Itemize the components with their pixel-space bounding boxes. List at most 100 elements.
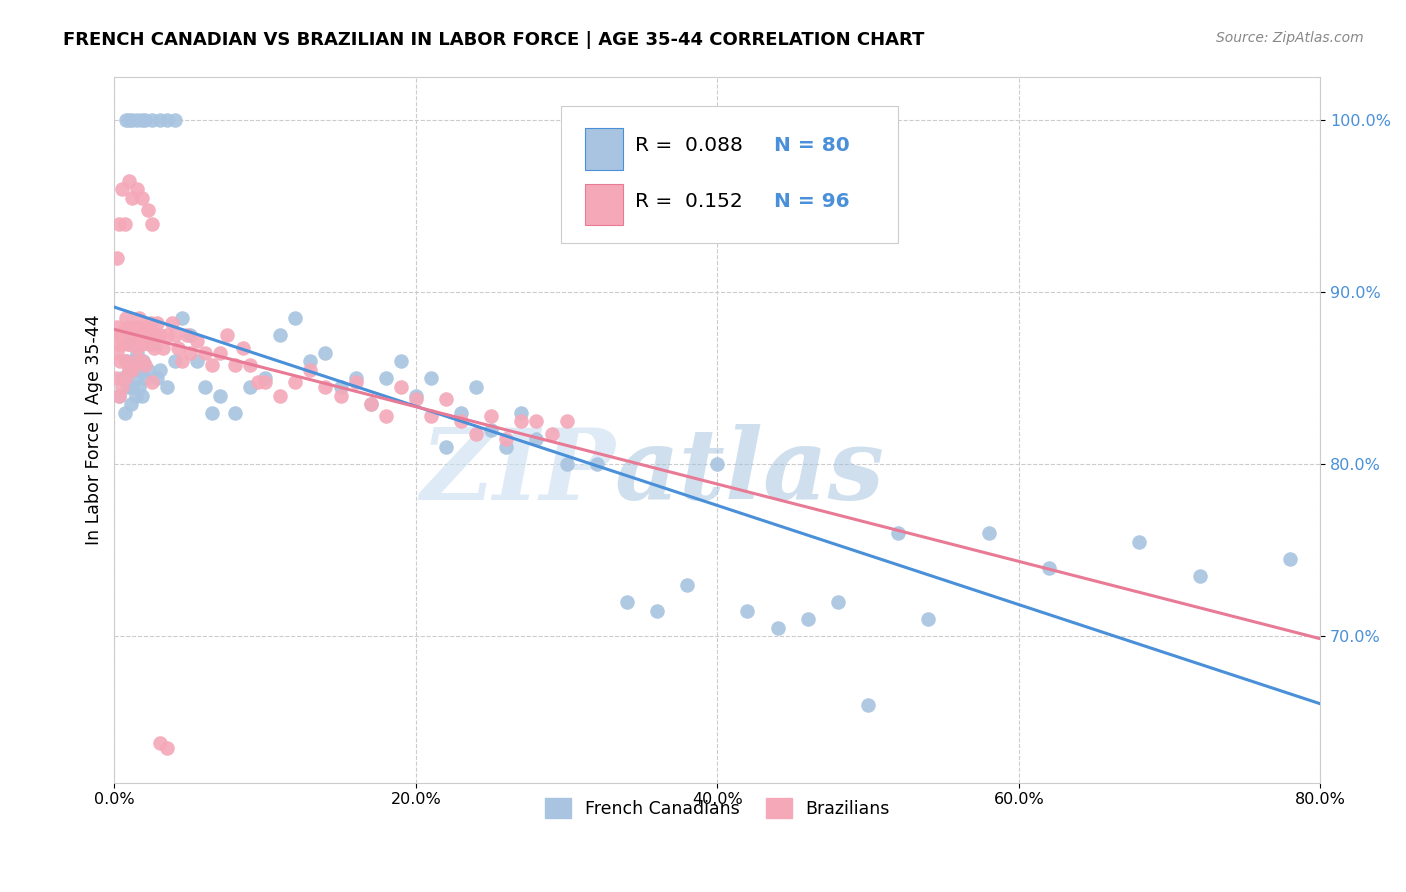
Text: atlas: atlas [614, 424, 884, 521]
Point [111, 182, 134, 196]
Point [111, 328, 134, 343]
Point [118, 174, 141, 188]
Point [115, 354, 138, 368]
Point [149, 328, 172, 343]
FancyBboxPatch shape [561, 105, 898, 244]
Point [131, 113, 153, 128]
Point [555, 415, 578, 429]
Point [389, 380, 412, 394]
Point [149, 363, 172, 377]
Point [329, 380, 352, 394]
Point [585, 458, 607, 472]
Point [152, 341, 174, 355]
Point [450, 415, 472, 429]
Text: R =  0.088: R = 0.088 [636, 136, 744, 155]
Point [479, 423, 502, 437]
Point [434, 392, 457, 406]
Point [163, 328, 186, 343]
Point [239, 358, 262, 372]
Point [121, 337, 143, 351]
Point [479, 409, 502, 424]
Text: N = 96: N = 96 [775, 192, 849, 211]
Point [120, 328, 142, 343]
Point [405, 389, 427, 403]
Point [1279, 552, 1302, 566]
Point [917, 612, 939, 626]
Point [156, 380, 179, 394]
Point [131, 354, 153, 368]
Point [797, 612, 820, 626]
Point [374, 371, 396, 385]
Point [114, 323, 136, 337]
Point [114, 371, 136, 385]
Point [284, 311, 307, 326]
Point [156, 328, 179, 343]
Point [125, 341, 148, 355]
Text: R =  0.152: R = 0.152 [636, 192, 744, 211]
Point [136, 202, 159, 217]
Point [110, 354, 132, 368]
Point [145, 371, 167, 385]
Point [510, 415, 533, 429]
Point [645, 604, 668, 618]
Point [676, 578, 699, 592]
Point [179, 328, 201, 343]
Point [118, 363, 141, 377]
Point [129, 328, 152, 343]
Point [125, 345, 148, 359]
Point [131, 337, 153, 351]
Point [977, 526, 1000, 541]
Point [201, 406, 224, 420]
Point [141, 328, 163, 343]
Point [121, 354, 143, 368]
Point [121, 380, 143, 394]
Point [389, 354, 412, 368]
Point [176, 328, 198, 343]
Point [129, 363, 152, 377]
Point [124, 337, 146, 351]
Point [194, 345, 217, 359]
Point [344, 371, 367, 385]
Point [132, 323, 155, 337]
Point [186, 354, 208, 368]
Point [139, 317, 162, 331]
Point [208, 389, 231, 403]
Point [254, 371, 277, 385]
Point [120, 397, 142, 411]
Point [117, 380, 139, 394]
Legend: French Canadians, Brazilians: French Canadians, Brazilians [538, 791, 897, 825]
Point [115, 311, 138, 326]
Text: FRENCH CANADIAN VS BRAZILIAN IN LABOR FORCE | AGE 35-44 CORRELATION CHART: FRENCH CANADIAN VS BRAZILIAN IN LABOR FO… [63, 31, 925, 49]
Point [121, 363, 143, 377]
Point [314, 345, 336, 359]
Point [887, 526, 910, 541]
Point [125, 319, 148, 334]
Point [121, 337, 143, 351]
Point [115, 354, 138, 368]
Point [111, 328, 134, 343]
Point [465, 426, 488, 441]
Point [111, 380, 134, 394]
Point [163, 354, 186, 368]
Point [134, 319, 156, 334]
Point [114, 328, 136, 343]
Text: ZIP: ZIP [420, 424, 614, 521]
Point [118, 337, 141, 351]
Point [166, 341, 188, 355]
Point [128, 380, 150, 394]
Point [136, 363, 159, 377]
Point [132, 354, 155, 368]
Point [1128, 534, 1150, 549]
Point [107, 345, 129, 359]
Point [117, 328, 139, 343]
Point [138, 337, 160, 351]
Point [616, 595, 638, 609]
Point [122, 328, 145, 343]
Point [125, 354, 148, 368]
Point [827, 595, 849, 609]
Point [111, 371, 134, 385]
Point [163, 113, 186, 128]
Point [208, 345, 231, 359]
Point [108, 389, 131, 403]
Point [124, 389, 146, 403]
